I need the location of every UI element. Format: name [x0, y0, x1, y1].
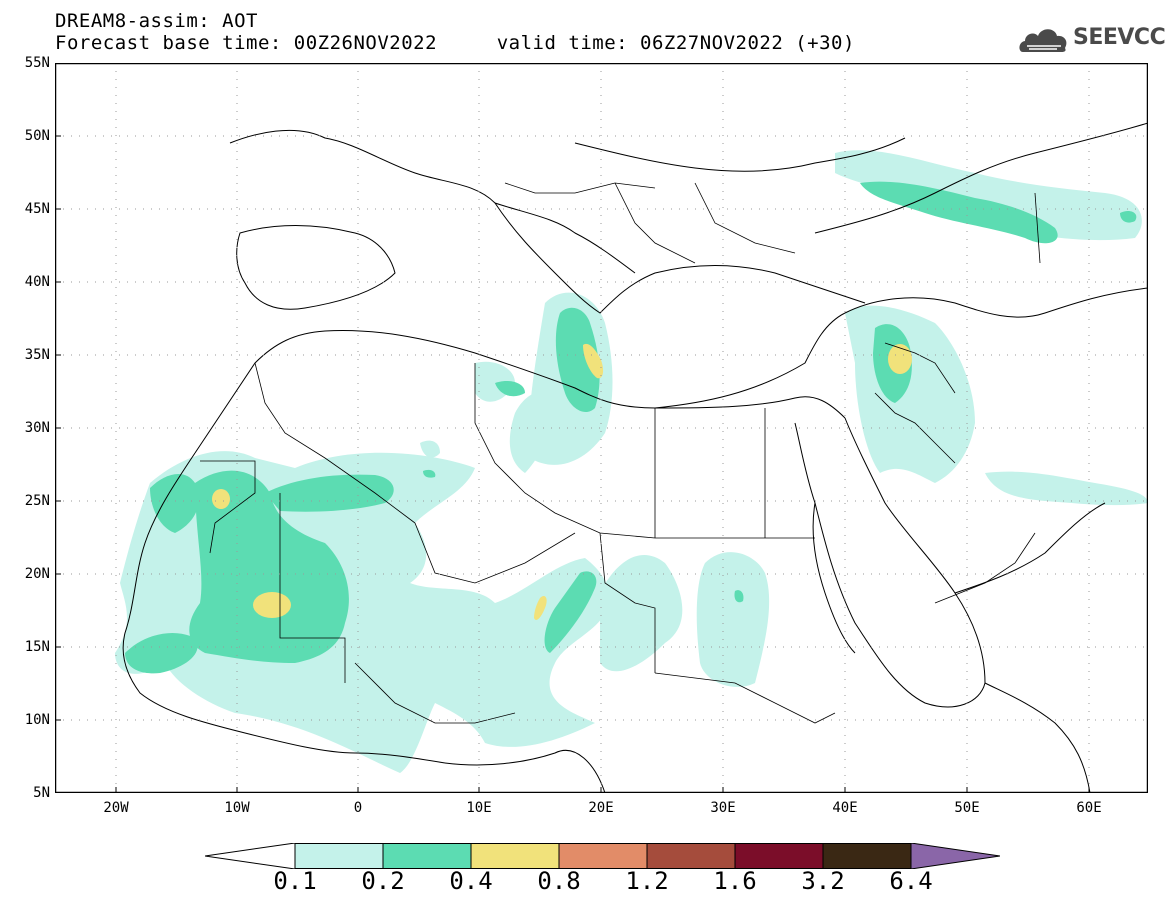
colorbar-bin-0.1-0.2 [294, 843, 384, 869]
gridlines [55, 63, 1148, 793]
colorbar-label-0.8: 0.8 [537, 867, 581, 895]
lon-label-60e: 60E [1076, 800, 1102, 816]
lon-label-50e: 50E [954, 800, 980, 816]
colorbar-label-0.2: 0.2 [361, 867, 405, 895]
lat-label-45n: 45N [24, 201, 50, 217]
colorbar-bin-0.8-1.2 [558, 843, 648, 869]
colorbar-under-arrow [205, 843, 296, 869]
lat-label-25n: 25N [24, 493, 50, 509]
colorbar-label-3.2: 3.2 [801, 867, 845, 895]
map-frame [55, 63, 1148, 793]
lat-label-20n: 20N [24, 566, 50, 582]
coastlines [122, 122, 1148, 793]
colorbar-bin-0.2-0.4 [382, 843, 472, 869]
cloud-icon [1019, 29, 1067, 52]
seevccc-logo: SEEVCCC [1017, 22, 1165, 56]
lon-label-10e: 10E [466, 800, 492, 816]
aot-level-0.4-0.8 [212, 343, 912, 620]
lon-label-20e: 20E [588, 800, 614, 816]
lat-label-30n: 30N [24, 420, 50, 436]
forecast-time-line: Forecast base time: 00Z26NOV2022 valid t… [55, 32, 855, 54]
aot-colorbar [205, 843, 1000, 869]
country-borders [200, 182, 1041, 724]
colorbar-label-1.2: 1.2 [625, 867, 669, 895]
colorbar-bin-0.4-0.8 [470, 843, 560, 869]
lat-label-35n: 35N [24, 347, 50, 363]
lon-label-20w: 20W [103, 800, 129, 816]
aot-map [55, 63, 1148, 793]
lon-label-40e: 40E [832, 800, 858, 816]
colorbar-label-1.6: 1.6 [713, 867, 757, 895]
lat-label-15n: 15N [24, 639, 50, 655]
lat-label-5n: 5N [33, 785, 50, 801]
colorbar-bin-1.6-3.2 [734, 843, 824, 869]
colorbar-label-0.4: 0.4 [449, 867, 493, 895]
lat-label-55n: 55N [24, 55, 50, 71]
logo-text: SEEVCCC [1073, 25, 1165, 50]
lon-label-10w: 10W [224, 800, 250, 816]
model-title: DREAM8-assim: AOT [55, 10, 258, 32]
lat-label-40n: 40N [24, 274, 50, 290]
lon-label-30e: 30E [710, 800, 736, 816]
lat-label-50n: 50N [24, 128, 50, 144]
colorbar-label-6.4: 6.4 [889, 867, 933, 895]
colorbar-bin-1.2-1.6 [646, 843, 736, 869]
lon-label-0: 0 [353, 800, 363, 816]
aot-level-0.1-0.2 [115, 150, 1148, 773]
lat-label-10n: 10N [24, 712, 50, 728]
colorbar-label-0.1: 0.1 [273, 867, 317, 895]
colorbar-over-arrow [910, 843, 1000, 869]
colorbar-bin-3.2-6.4 [822, 843, 912, 869]
aot-level-0.2-0.4 [125, 181, 1137, 674]
